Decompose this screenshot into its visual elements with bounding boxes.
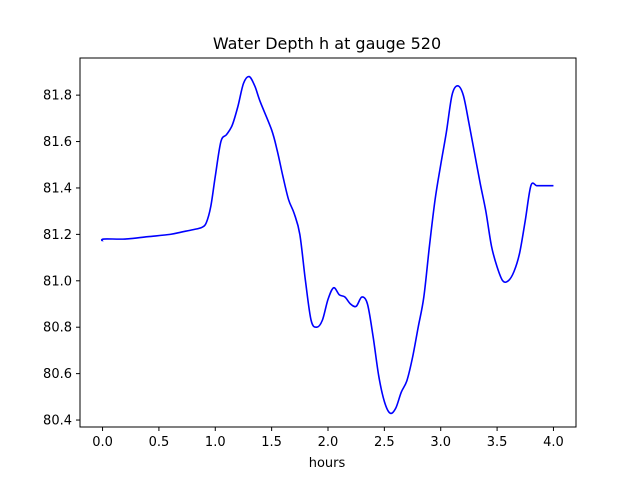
x-tick-label: 3.5	[487, 435, 508, 450]
x-tick-label: 0.5	[149, 435, 170, 450]
y-tick-label: 81.8	[43, 89, 72, 104]
plot-frame	[79, 57, 577, 428]
y-tick-label: 80.4	[43, 414, 72, 429]
y-tick-label: 81.4	[43, 181, 72, 196]
x-tick-label: 4.0	[543, 435, 564, 450]
y-axis: 80.4 80.6 80.8 81.0 81.2 81.4 81.6 81.8	[43, 89, 80, 429]
y-tick-label: 81.2	[43, 228, 72, 243]
x-tick-label: 0.0	[92, 435, 113, 450]
y-tick-label: 81.6	[43, 135, 72, 150]
x-axis: 0.0 0.5 1.0 1.5 2.0 2.5 3.0 3.5 4.0	[92, 427, 564, 450]
y-tick-label: 81.0	[43, 274, 72, 289]
water-depth-series-line	[100, 75, 554, 415]
y-tick-label: 80.6	[43, 367, 72, 382]
y-tick-label: 80.8	[43, 321, 72, 336]
x-tick-label: 3.0	[430, 435, 451, 450]
x-tick-label: 2.0	[318, 435, 339, 450]
x-tick-label: 1.5	[261, 435, 282, 450]
x-tick-label: 1.0	[205, 435, 226, 450]
chart-title: Water Depth h at gauge 520	[213, 34, 441, 53]
x-tick-label: 2.5	[374, 435, 395, 450]
x-axis-label: hours	[309, 456, 346, 471]
